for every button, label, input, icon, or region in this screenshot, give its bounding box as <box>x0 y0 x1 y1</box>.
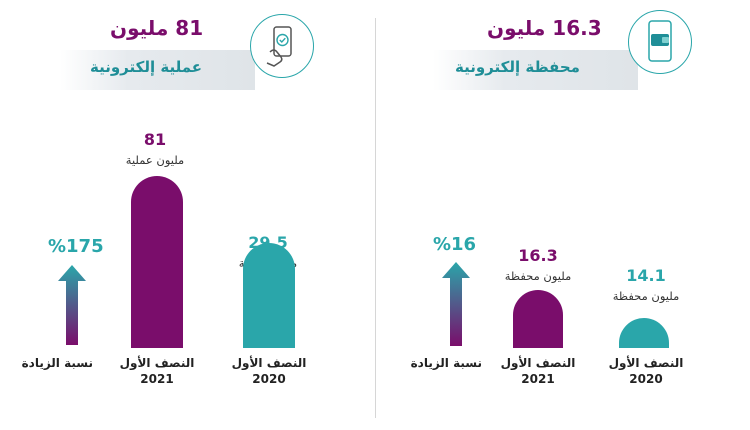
increase-percent: %16 <box>433 234 477 255</box>
bar-value-2021: 81 <box>143 130 167 149</box>
bar-value-2020: 14.1 <box>626 266 666 285</box>
header-value: 16.3 مليون <box>487 16 602 40</box>
header-value: 81 مليون <box>110 16 204 40</box>
bar-category-2021: النصف الأول 2021 <box>119 356 195 386</box>
bar-unit-2021: مليون عملية <box>125 153 185 167</box>
panel-divider <box>375 18 376 418</box>
bar-category-2021: النصف الأول 2021 <box>500 356 576 386</box>
increase-label: نسبة الزيادة <box>21 356 93 370</box>
increase-percent: %175 <box>48 236 104 257</box>
increase-label: نسبة الزيادة <box>410 356 482 370</box>
phone-checkmark-hand-icon <box>250 14 314 78</box>
bar-unit-2020: مليون محفظة <box>612 289 680 303</box>
header-label: عملية إلكترونية <box>90 58 202 76</box>
transactions-panel: 81 مليون عملية إلكترونية %175 نسبة الزيا… <box>21 14 314 386</box>
bar-category-2020: النصف الأول 2020 <box>608 356 684 386</box>
increase-arrow-icon <box>58 265 86 345</box>
increase-arrow-icon <box>442 262 470 346</box>
bar-value-2021: 16.3 <box>518 246 558 265</box>
bar-2021 <box>513 290 563 348</box>
header-band <box>433 50 638 90</box>
wallets-panel: 16.3 مليون محفظة إلكترونية %16 نسبة الزي… <box>375 0 750 430</box>
bar-unit-2021: مليون محفظة <box>504 269 572 283</box>
phone-wallet-icon <box>628 10 692 74</box>
header-band <box>60 50 255 90</box>
bar-category-2020: النصف الأول 2020 <box>231 356 307 386</box>
header-label: محفظة إلكترونية <box>455 58 580 76</box>
bar-2020 <box>619 318 669 348</box>
bar-2020 <box>243 243 295 348</box>
bar-2021 <box>131 176 183 348</box>
